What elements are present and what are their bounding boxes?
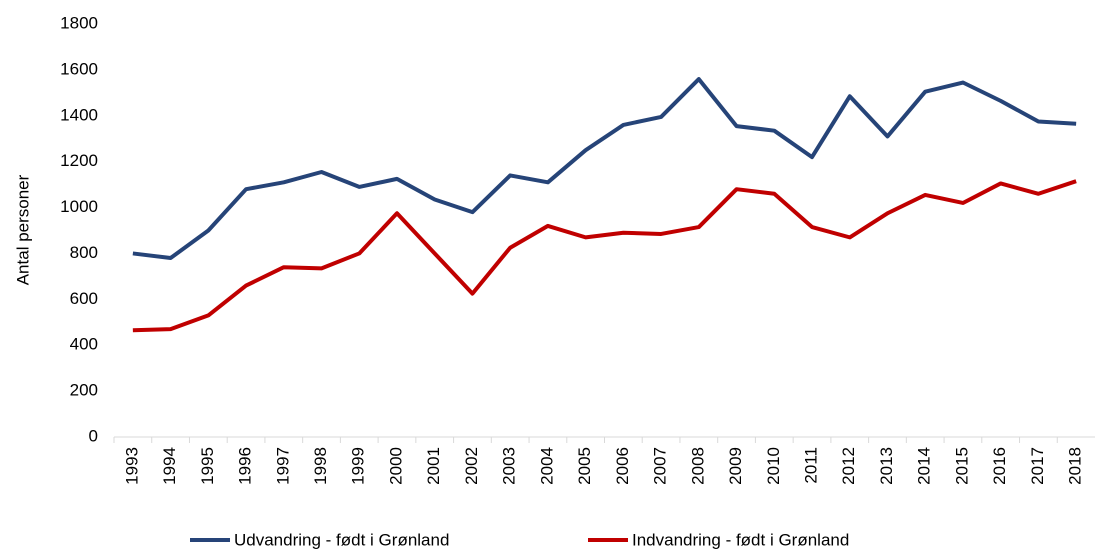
x-tick-label: 2006 bbox=[613, 447, 632, 485]
y-tick-label: 1000 bbox=[60, 197, 98, 216]
x-tick-label: 1996 bbox=[236, 447, 255, 485]
x-tick-label: 2015 bbox=[952, 447, 971, 485]
x-tick-label: 2011 bbox=[802, 447, 821, 484]
legend-label: Udvandring - født i Grønland bbox=[234, 530, 449, 549]
x-tick-label: 2010 bbox=[764, 447, 783, 485]
y-axis-label: Antal personer bbox=[13, 174, 32, 285]
x-tick-label: 1999 bbox=[349, 447, 368, 485]
legend-label: Indvandring - født i Grønland bbox=[632, 530, 849, 549]
x-tick-label: 2003 bbox=[500, 447, 519, 485]
x-tick-label: 1995 bbox=[198, 447, 217, 485]
y-tick-label: 1200 bbox=[60, 151, 98, 170]
y-tick-label: 800 bbox=[70, 243, 98, 262]
x-tick-label: 2017 bbox=[1028, 447, 1047, 485]
x-tick-label: 2009 bbox=[726, 447, 745, 485]
y-tick-label: 0 bbox=[89, 426, 98, 445]
x-tick-label: 2016 bbox=[990, 447, 1009, 485]
x-tick-label: 2014 bbox=[915, 447, 934, 485]
x-tick-label: 1997 bbox=[273, 447, 292, 485]
y-tick-label: 1400 bbox=[60, 105, 98, 124]
x-tick-label: 2012 bbox=[839, 447, 858, 485]
x-tick-label: 2004 bbox=[537, 447, 556, 485]
x-tick-label: 2001 bbox=[424, 447, 443, 485]
x-tick-label: 2018 bbox=[1066, 447, 1085, 485]
x-tick-label: 1994 bbox=[160, 447, 179, 485]
x-tick-label: 1998 bbox=[311, 447, 330, 485]
x-tick-label: 2013 bbox=[877, 447, 896, 485]
y-tick-label: 1600 bbox=[60, 59, 98, 78]
x-tick-label: 2005 bbox=[575, 447, 594, 485]
x-tick-label: 1993 bbox=[122, 447, 141, 485]
y-tick-label: 1800 bbox=[60, 13, 98, 32]
line bbox=[132, 179, 1077, 333]
line bbox=[132, 77, 1077, 261]
y-tick-label: 400 bbox=[70, 335, 98, 354]
x-tick-label: 2007 bbox=[651, 447, 670, 485]
y-tick-label: 200 bbox=[70, 381, 98, 400]
x-tick-label: 2008 bbox=[688, 447, 707, 485]
x-tick-label: 2000 bbox=[386, 447, 405, 485]
y-tick-label: 600 bbox=[70, 289, 98, 308]
x-tick-label: 2002 bbox=[462, 447, 481, 485]
